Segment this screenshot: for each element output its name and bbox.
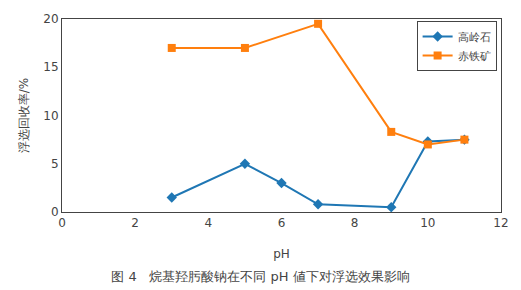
svg-text:4: 4 xyxy=(205,216,213,230)
svg-text:8: 8 xyxy=(351,216,359,230)
svg-text:赤铁矿: 赤铁矿 xyxy=(458,50,491,63)
svg-text:10: 10 xyxy=(420,216,435,230)
svg-text:0: 0 xyxy=(58,216,66,230)
svg-text:20: 20 xyxy=(43,12,58,26)
svg-text:5: 5 xyxy=(51,157,59,171)
svg-text:15: 15 xyxy=(43,60,58,74)
svg-text:浮选回收率/%: 浮选回收率/% xyxy=(17,78,31,153)
svg-text:2: 2 xyxy=(131,216,139,230)
svg-text:6: 6 xyxy=(278,216,286,230)
svg-text:0: 0 xyxy=(51,205,59,219)
svg-text:12: 12 xyxy=(493,216,508,230)
svg-text:pH: pH xyxy=(273,247,290,261)
svg-text:10: 10 xyxy=(43,109,58,123)
svg-text:图 4 烷基羟肟酸钠在不同 pH 値下对浮选效果影响: 图 4 烷基羟肟酸钠在不同 pH 値下对浮选效果影响 xyxy=(111,269,409,284)
svg-text:高岭石: 高岭石 xyxy=(458,31,491,44)
